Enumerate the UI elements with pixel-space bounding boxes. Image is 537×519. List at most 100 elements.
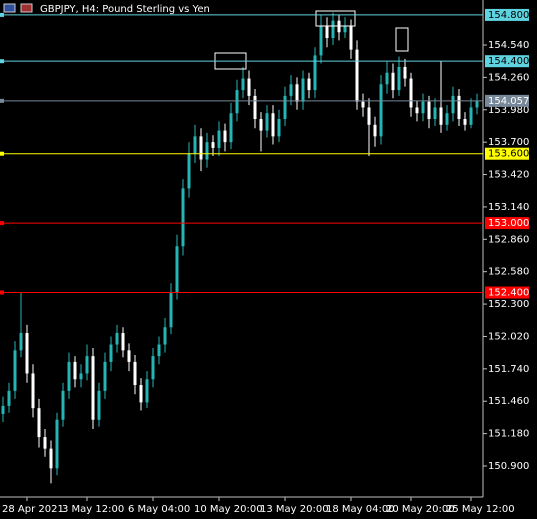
candle-body (445, 113, 449, 125)
y-tick-label: 152.580 (488, 267, 529, 278)
level-label: 154.400 (488, 56, 529, 67)
candle-body (331, 20, 335, 39)
level-handle (0, 12, 4, 17)
candle-body (457, 95, 461, 120)
level-label-box (485, 217, 529, 230)
candle-body (121, 332, 125, 351)
candle-body (157, 344, 161, 357)
candle-body (193, 136, 197, 154)
candle-body (55, 419, 59, 469)
level-label: 153.600 (488, 149, 529, 160)
y-tick-label: 152.300 (488, 299, 529, 310)
candle-body (433, 107, 437, 120)
candle-body (343, 26, 347, 33)
candle-body (271, 113, 275, 137)
level-label-box (485, 286, 529, 299)
candle-body (133, 361, 137, 386)
x-tick-label: 13 May 20:00 (260, 504, 329, 515)
candle-body (463, 119, 467, 125)
y-tick-label: 153.420 (488, 170, 529, 181)
level-handle (0, 59, 4, 64)
candle-body (49, 448, 53, 469)
level-handle (0, 98, 4, 103)
candle-body (253, 95, 257, 120)
x-tick-label: 6 May 04:00 (128, 504, 190, 515)
x-tick-label: 3 May 12:00 (62, 504, 124, 515)
y-tick-label: 151.740 (488, 364, 529, 375)
candle-body (469, 107, 473, 125)
candle-body (223, 130, 227, 143)
level-label-box (485, 94, 529, 107)
y-tick-label: 150.900 (488, 461, 529, 472)
candle-body (217, 130, 221, 148)
candle-body (379, 84, 383, 137)
candle-body (403, 66, 407, 79)
candle-body (1, 405, 5, 414)
x-tick-label: 25 May 12:00 (446, 504, 515, 515)
candle-body (109, 344, 113, 362)
level-label-box (485, 147, 529, 160)
candle-body (421, 101, 425, 114)
candle-body (301, 78, 305, 102)
candle-body (355, 49, 359, 102)
candle-body (31, 373, 35, 409)
y-tick-label: 153.140 (488, 202, 529, 213)
chart-title: GBPJPY, H4: Pound Sterling vs Yen (40, 4, 210, 15)
y-tick-label: 153.980 (488, 105, 529, 116)
annotation-box (315, 10, 356, 27)
icon (3, 3, 16, 13)
candle-body (211, 142, 215, 148)
candle-body (13, 350, 17, 391)
candle-body (175, 246, 179, 293)
candle-body (163, 327, 167, 345)
level-label: 153.000 (488, 218, 529, 229)
level-label: 154.057 (488, 96, 529, 107)
candle-body (187, 153, 191, 189)
annotation-box (395, 27, 409, 52)
candle-body (127, 350, 131, 362)
candle-body (367, 107, 371, 125)
level-handle (0, 290, 4, 295)
candle-body (19, 332, 23, 351)
candle-body (97, 390, 101, 420)
candle-body (79, 373, 83, 380)
candle-body (151, 356, 155, 380)
candle-body (283, 95, 287, 120)
candle-body (205, 142, 209, 160)
candle-body (37, 408, 41, 438)
candle-body (181, 188, 185, 247)
candle-body (139, 385, 143, 403)
y-tick-label: 154.260 (488, 72, 529, 83)
level-label: 152.400 (488, 288, 529, 299)
candle-body (73, 361, 77, 380)
candle-body (307, 78, 311, 91)
candle-body (229, 113, 233, 143)
y-tick-label: 151.180 (488, 429, 529, 440)
candle-body (91, 356, 95, 420)
candle-body (319, 26, 323, 56)
candle-body (43, 437, 47, 449)
candle-body (397, 66, 401, 91)
candle-body (7, 390, 11, 406)
x-tick-label: 28 Apr 2021 (2, 504, 64, 515)
candle-body (313, 55, 317, 91)
candle-body (103, 361, 107, 391)
candle-body (145, 379, 149, 403)
candle-body (241, 78, 245, 91)
candle-body (415, 107, 419, 114)
candle-body (265, 113, 269, 131)
candle-body (199, 136, 203, 160)
y-tick-label: 154.540 (488, 40, 529, 51)
candle-body (373, 124, 377, 137)
candle-body (259, 119, 263, 131)
y-tick-label: 152.860 (488, 234, 529, 245)
candle-body (409, 78, 413, 108)
candle-body (385, 72, 389, 85)
level-handle (0, 151, 4, 156)
level-handle (0, 221, 4, 226)
x-tick-label: 18 May 04:00 (326, 504, 395, 515)
candle-body (115, 332, 119, 345)
x-tick-label: 20 May 20:00 (386, 504, 455, 515)
